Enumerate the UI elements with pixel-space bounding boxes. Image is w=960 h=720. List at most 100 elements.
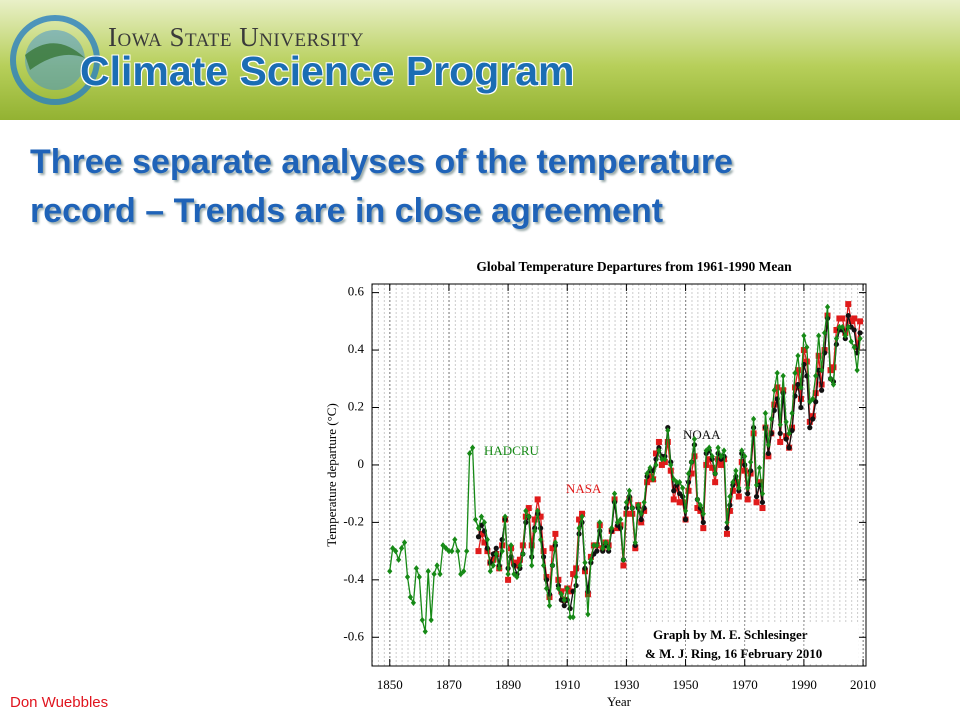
point xyxy=(836,323,842,331)
point xyxy=(857,335,863,342)
point xyxy=(771,387,777,394)
point xyxy=(594,542,600,549)
y-axis-label: Temperature departure (°C) xyxy=(324,403,339,547)
series-label: HADCRU xyxy=(484,443,540,458)
point xyxy=(475,534,482,540)
point xyxy=(753,481,760,489)
point xyxy=(854,366,860,374)
point xyxy=(505,570,511,578)
point xyxy=(727,493,733,500)
point xyxy=(792,369,798,377)
point xyxy=(730,478,736,486)
point xyxy=(455,547,461,555)
point xyxy=(756,479,763,486)
point xyxy=(745,484,751,492)
point xyxy=(783,436,789,442)
point xyxy=(857,330,863,336)
point xyxy=(677,478,683,486)
point xyxy=(839,323,845,331)
point xyxy=(576,516,583,523)
point xyxy=(777,430,783,436)
chart-title: Global Temperature Departures from 1961-… xyxy=(476,259,792,274)
point xyxy=(688,470,695,477)
point xyxy=(552,539,559,546)
point xyxy=(715,444,721,451)
point xyxy=(768,415,774,423)
point xyxy=(458,570,464,578)
point xyxy=(774,384,781,391)
point xyxy=(671,476,677,483)
point xyxy=(742,453,748,460)
point xyxy=(679,484,686,492)
point xyxy=(679,499,686,506)
point xyxy=(638,516,644,523)
point xyxy=(570,571,577,578)
point xyxy=(833,326,840,333)
point xyxy=(774,369,780,377)
y-tick-label: 0.6 xyxy=(348,284,365,299)
point xyxy=(461,568,467,575)
point xyxy=(739,447,745,454)
point xyxy=(795,352,801,360)
point xyxy=(502,513,508,520)
point xyxy=(815,352,822,359)
point xyxy=(422,628,428,635)
point xyxy=(647,464,653,472)
point xyxy=(685,470,692,477)
point xyxy=(712,479,719,486)
point xyxy=(671,488,677,494)
point xyxy=(827,375,834,382)
point xyxy=(688,458,695,466)
point xyxy=(709,464,716,471)
footer-author: Don Wuebbles xyxy=(10,694,109,711)
point xyxy=(638,510,644,517)
point xyxy=(638,519,645,526)
y-tick-label: 0.2 xyxy=(348,398,364,413)
point xyxy=(419,616,425,624)
point xyxy=(481,519,488,526)
x-tick-label: 1910 xyxy=(554,677,580,692)
point xyxy=(824,303,831,311)
point xyxy=(777,421,783,428)
y-tick-label: 0.4 xyxy=(348,341,365,356)
point xyxy=(807,425,813,431)
point xyxy=(513,562,520,569)
point xyxy=(848,338,854,345)
point xyxy=(795,381,801,388)
point xyxy=(467,450,473,457)
point xyxy=(425,568,431,575)
point xyxy=(449,547,455,555)
point xyxy=(756,464,763,472)
point xyxy=(700,525,707,532)
point xyxy=(753,499,760,506)
header-band: Iowa State University Climate Science Pr… xyxy=(0,0,960,120)
point xyxy=(780,372,786,380)
point xyxy=(549,562,556,569)
point xyxy=(801,332,807,339)
point xyxy=(561,603,567,609)
point xyxy=(759,490,766,497)
point xyxy=(803,358,810,365)
point xyxy=(561,596,567,604)
point xyxy=(443,545,449,552)
point xyxy=(478,513,485,520)
point xyxy=(800,347,807,354)
point xyxy=(662,456,668,463)
point xyxy=(523,519,529,525)
point xyxy=(845,301,852,308)
point xyxy=(611,490,618,497)
point xyxy=(794,367,801,374)
point xyxy=(786,445,792,451)
point xyxy=(700,519,706,525)
point xyxy=(410,599,417,607)
point xyxy=(490,556,497,563)
point xyxy=(673,484,680,491)
point xyxy=(833,335,840,342)
point xyxy=(478,530,485,537)
x-tick-label: 1870 xyxy=(436,677,462,692)
point xyxy=(431,570,437,578)
x-tick-label: 1970 xyxy=(732,677,758,692)
point xyxy=(516,556,523,563)
point xyxy=(804,343,810,351)
